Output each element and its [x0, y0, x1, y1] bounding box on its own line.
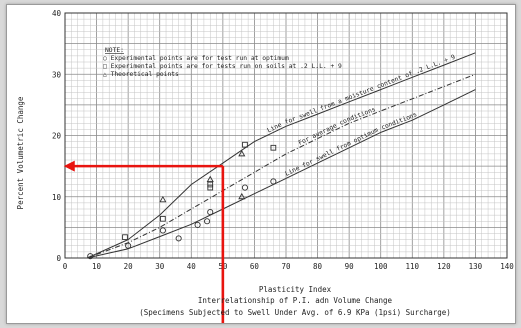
- x-tick-label: 70: [281, 262, 291, 271]
- note-line: ○ Experimental points are for test run a…: [103, 55, 289, 62]
- curve-line: [86, 89, 476, 259]
- note-line: △ Theoretical points: [103, 71, 179, 78]
- x-tick-label: 60: [250, 262, 260, 271]
- note-line: □ Experimental points are for tests run …: [103, 63, 342, 70]
- triangle-point: [238, 149, 246, 157]
- volume-change-chart: 0102030405060708090100110120130140010203…: [16, 9, 514, 323]
- circle-point: [207, 209, 214, 216]
- y-tick-label: 0: [56, 254, 61, 263]
- curve-line: [86, 73, 476, 259]
- caption-line-1: Interrelationship of P.I. adn Volume Cha…: [198, 296, 393, 305]
- x-tick-label: 110: [406, 262, 420, 271]
- plot-border: [64, 12, 508, 259]
- square-point: [160, 215, 166, 222]
- plot-grid: [64, 12, 508, 259]
- plot-axes: 0102030405060708090100110120130140010203…: [52, 9, 514, 271]
- circle-point: [270, 178, 277, 185]
- circle-point: [159, 227, 166, 234]
- x-tick-label: 80: [313, 262, 323, 271]
- x-tick-label: 40: [187, 262, 197, 271]
- y-tick-label: 20: [52, 132, 62, 141]
- curve-line: [86, 52, 476, 259]
- triangle-point: [159, 195, 167, 203]
- circle-point: [175, 235, 182, 242]
- x-tick-label: 130: [469, 262, 483, 271]
- caption-line-2: (Specimens Subjected to Swell Under Avg.…: [139, 308, 451, 317]
- triangle-point: [238, 192, 246, 200]
- annotation-group: [63, 160, 225, 323]
- x-tick-label: 30: [155, 262, 165, 271]
- x-axis-label: Plasticity Index: [259, 285, 332, 294]
- y-axis-label: Percent Volumetric Change: [16, 96, 25, 209]
- chart-frame: 0102030405060708090100110120130140010203…: [6, 4, 516, 324]
- circle-point: [204, 218, 211, 225]
- square-point: [270, 144, 277, 151]
- x-tick-label: 140: [500, 262, 514, 271]
- x-tick-label: 10: [92, 262, 102, 271]
- x-tick-label: 90: [345, 262, 355, 271]
- circle-point: [87, 253, 94, 260]
- square-point: [242, 141, 248, 148]
- arrowhead-icon: [63, 160, 75, 172]
- circle-point: [241, 184, 249, 191]
- x-tick-label: 120: [437, 262, 451, 271]
- square-point: [207, 184, 214, 191]
- x-tick-label: 20: [124, 262, 134, 271]
- note-box: NOTE: ○ Experimental points are for test…: [103, 47, 342, 78]
- circle-point: [125, 242, 132, 249]
- square-point: [207, 181, 214, 188]
- note-title: NOTE:: [105, 47, 124, 54]
- y-tick-label: 40: [52, 9, 62, 18]
- square-point: [122, 234, 128, 241]
- x-tick-label: 100: [374, 262, 388, 271]
- y-tick-label: 30: [52, 70, 62, 79]
- x-tick-label: 0: [63, 262, 68, 271]
- triangle-point: [206, 175, 214, 183]
- point-group: [87, 141, 277, 260]
- circle-point: [194, 221, 201, 228]
- y-tick-label: 10: [52, 193, 62, 202]
